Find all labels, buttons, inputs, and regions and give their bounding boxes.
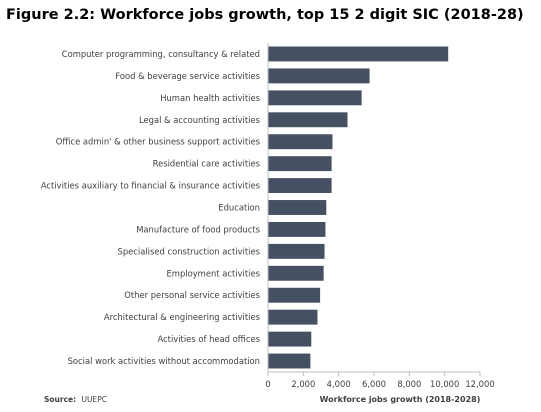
category-label: Employment activities [167, 268, 261, 278]
category-label: Social work activities without accommoda… [68, 356, 260, 366]
bar [268, 221, 326, 237]
category-label: Other personal service activities [124, 290, 260, 300]
bar [268, 178, 332, 194]
category-label: Specialised construction activities [118, 246, 261, 256]
category-label: Human health activities [160, 93, 260, 103]
category-label: Activities of head offices [157, 334, 260, 344]
x-tick-label: 10,000 [430, 379, 459, 389]
bar [268, 90, 362, 106]
x-tick-label: 6,000 [362, 379, 386, 389]
category-label: Legal & accounting activities [139, 115, 260, 125]
x-tick-label: 2,000 [291, 379, 315, 389]
category-label: Office admin' & other business support a… [56, 137, 260, 147]
category-label: Manufacture of food products [136, 224, 260, 234]
bar [268, 265, 324, 281]
category-labels-layer: Computer programming, consultancy & rela… [41, 49, 260, 366]
bar [268, 287, 321, 303]
bar [268, 156, 332, 172]
category-label: Education [218, 203, 260, 213]
bar [268, 46, 449, 62]
figure-title: Figure 2.2: Workforce jobs growth, top 1… [6, 7, 524, 23]
bar [268, 134, 333, 150]
x-axis-label: Workforce jobs growth (2018-2028) [320, 395, 481, 404]
source-note: Source: UUEPC [44, 395, 107, 404]
bar [268, 331, 312, 347]
bar [268, 68, 370, 84]
bar [268, 309, 318, 325]
source-label: Source: [44, 395, 76, 404]
x-ticks-layer: 0 2,000 4,000 6,000 8,000 10,000 12,000 [265, 372, 495, 389]
bars-layer [268, 46, 449, 369]
category-label: Food & beverage service activities [115, 71, 260, 81]
bar [268, 243, 325, 259]
x-tick-label: 12,000 [465, 379, 494, 389]
category-label: Computer programming, consultancy & rela… [62, 49, 260, 59]
category-label: Architectural & engineering activities [104, 312, 260, 322]
bar [268, 200, 327, 215]
bar [268, 353, 311, 369]
source-value: UUEPC [82, 395, 107, 404]
bar [268, 112, 348, 128]
x-tick-label: 0 [265, 379, 270, 389]
category-label: Activities auxiliary to financial & insu… [41, 181, 260, 191]
x-tick-label: 8,000 [397, 379, 421, 389]
category-label: Residential care activities [153, 159, 260, 169]
x-tick-label: 4,000 [327, 379, 351, 389]
